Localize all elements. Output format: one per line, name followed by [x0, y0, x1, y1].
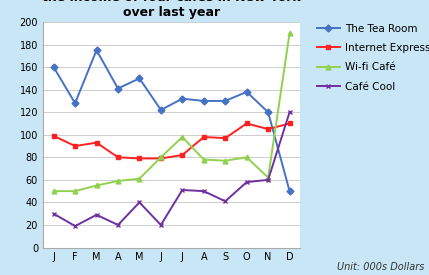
Text: Unit: 000s Dollars: Unit: 000s Dollars: [337, 262, 425, 272]
Internet Express: [158, 157, 163, 160]
Café Cool: [73, 224, 78, 228]
Café Cool: [51, 212, 56, 215]
Wi-fi Café: [73, 189, 78, 193]
The Tea Room: [115, 87, 121, 90]
Wi-fi Café: [201, 158, 206, 161]
Wi-fi Café: [244, 156, 249, 159]
The Tea Room: [180, 97, 185, 100]
Title: the income of four cafes in New York
over last year: the income of four cafes in New York ove…: [42, 0, 301, 20]
Café Cool: [244, 180, 249, 184]
Line: Internet Express: Internet Express: [51, 121, 292, 161]
Café Cool: [287, 111, 292, 114]
The Tea Room: [51, 65, 56, 69]
Wi-fi Café: [266, 176, 271, 179]
Internet Express: [137, 157, 142, 160]
Internet Express: [94, 141, 99, 144]
Internet Express: [287, 122, 292, 125]
Wi-fi Café: [180, 135, 185, 139]
Wi-fi Café: [94, 184, 99, 187]
The Tea Room: [266, 111, 271, 114]
The Tea Room: [287, 189, 292, 193]
Wi-fi Café: [51, 189, 56, 193]
The Tea Room: [158, 108, 163, 112]
Wi-fi Café: [158, 156, 163, 159]
Wi-fi Café: [115, 179, 121, 183]
Internet Express: [51, 134, 56, 138]
Internet Express: [115, 156, 121, 159]
Line: Wi-fi Café: Wi-fi Café: [51, 31, 292, 194]
Café Cool: [266, 178, 271, 182]
Line: The Tea Room: The Tea Room: [51, 48, 292, 194]
Café Cool: [180, 188, 185, 192]
Internet Express: [201, 135, 206, 139]
Internet Express: [73, 144, 78, 148]
Internet Express: [223, 136, 228, 140]
The Tea Room: [137, 77, 142, 80]
Internet Express: [266, 128, 271, 131]
Café Cool: [137, 201, 142, 204]
Internet Express: [244, 122, 249, 125]
Wi-fi Café: [223, 159, 228, 162]
The Tea Room: [73, 101, 78, 105]
Line: Café Cool: Café Cool: [51, 110, 292, 229]
Café Cool: [115, 223, 121, 227]
Legend: The Tea Room, Internet Express, Wi-fi Café, Café Cool: The Tea Room, Internet Express, Wi-fi Ca…: [311, 18, 429, 98]
Wi-fi Café: [287, 32, 292, 35]
The Tea Room: [201, 99, 206, 103]
The Tea Room: [94, 48, 99, 52]
Café Cool: [201, 189, 206, 193]
Café Cool: [158, 223, 163, 227]
Wi-fi Café: [137, 177, 142, 180]
The Tea Room: [223, 99, 228, 103]
The Tea Room: [244, 90, 249, 94]
Café Cool: [223, 200, 228, 203]
Internet Express: [180, 153, 185, 157]
Café Cool: [94, 213, 99, 216]
